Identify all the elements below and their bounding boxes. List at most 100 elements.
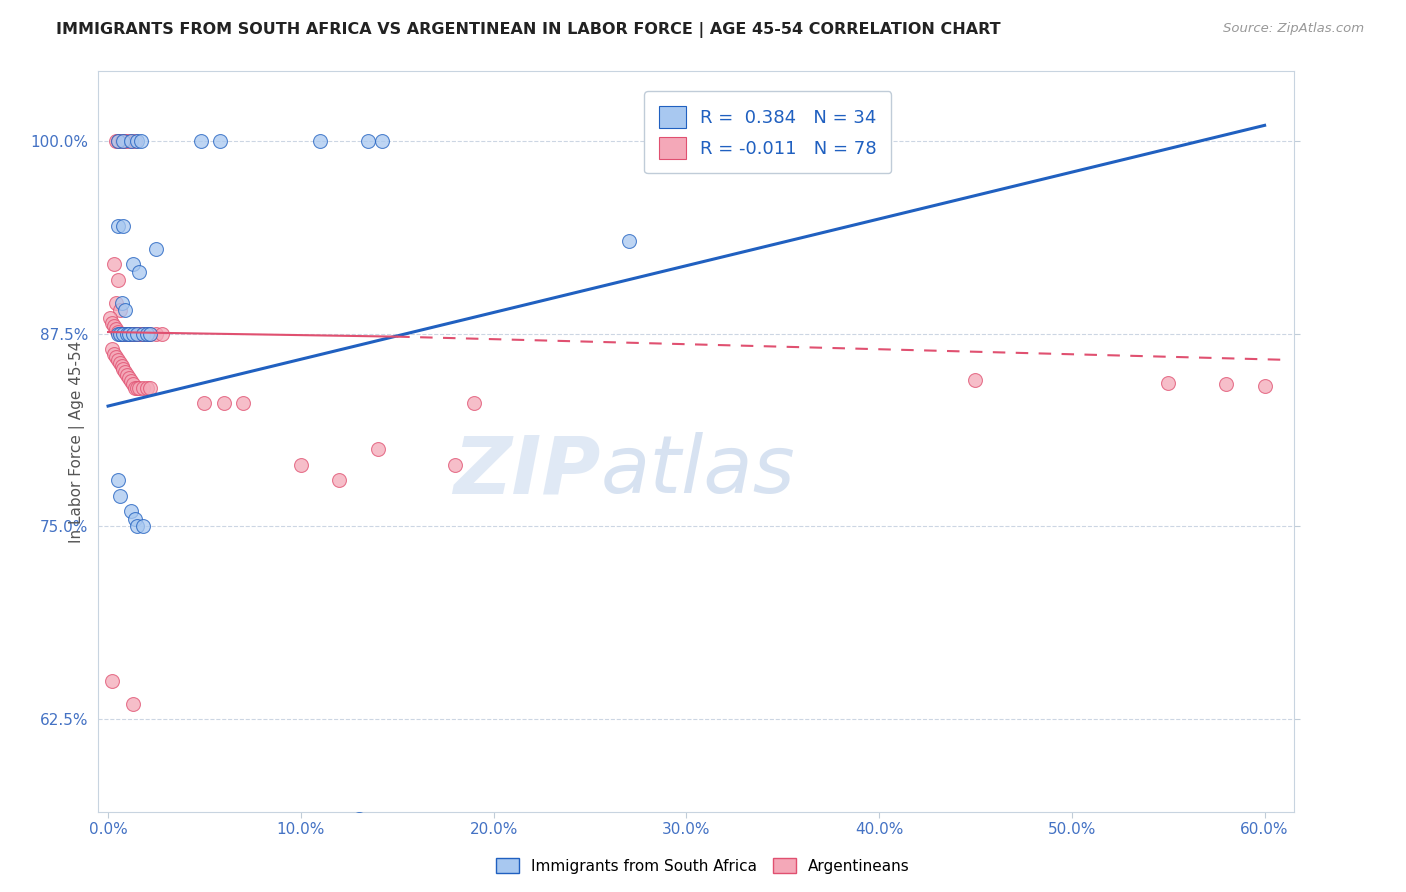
Point [132, 519, 155, 533]
Point [108, 356, 131, 370]
Text: IMMIGRANTS FROM SOUTH AFRICA VS ARGENTINEAN IN LABOR FORCE | AGE 45-54 CORRELATI: IMMIGRANTS FROM SOUTH AFRICA VS ARGENTIN… [56, 22, 1001, 38]
Point [118, 371, 141, 385]
Point [107, 219, 129, 233]
Point [120, 134, 142, 148]
Point [309, 134, 332, 148]
Point [1157, 376, 1180, 390]
Point [107, 134, 129, 148]
Point [357, 134, 380, 148]
Point [108, 326, 131, 341]
Point [120, 504, 142, 518]
Point [104, 322, 127, 336]
Point [122, 377, 145, 392]
Point [98, 311, 121, 326]
Point [328, 473, 350, 487]
Point [124, 380, 146, 394]
Point [125, 519, 148, 533]
Point [104, 350, 127, 364]
Point [112, 134, 135, 148]
Point [139, 326, 162, 341]
Point [107, 326, 129, 341]
Point [1253, 379, 1275, 393]
Text: ZIP: ZIP [453, 432, 600, 510]
Point [110, 295, 132, 310]
Point [117, 326, 139, 341]
Legend: R =  0.384   N = 34, R = -0.011   N = 78: R = 0.384 N = 34, R = -0.011 N = 78 [644, 92, 891, 173]
Point [839, 134, 862, 148]
Point [104, 295, 127, 310]
Point [965, 373, 987, 387]
Point [371, 134, 394, 148]
Point [132, 326, 155, 341]
Point [103, 346, 125, 360]
Point [110, 359, 132, 373]
Point [108, 326, 131, 341]
Point [444, 458, 467, 472]
Point [107, 134, 129, 148]
Point [212, 396, 235, 410]
Point [128, 380, 150, 394]
Point [232, 396, 254, 410]
Point [117, 368, 139, 383]
Point [132, 326, 155, 341]
Point [114, 326, 136, 341]
Point [135, 326, 157, 341]
Point [128, 265, 150, 279]
Point [1215, 377, 1237, 392]
Point [122, 697, 145, 711]
Point [124, 326, 146, 341]
Point [135, 326, 157, 341]
Point [150, 326, 173, 341]
Point [107, 473, 129, 487]
Point [112, 326, 135, 341]
Point [139, 326, 162, 341]
Point [112, 219, 135, 233]
Point [114, 134, 136, 148]
Point [193, 396, 215, 410]
Point [463, 396, 485, 410]
Point [112, 326, 135, 341]
Point [114, 365, 136, 379]
Point [125, 380, 148, 394]
Point [103, 257, 125, 271]
Point [110, 326, 132, 341]
Point [101, 316, 124, 330]
Point [135, 380, 157, 394]
Point [122, 326, 145, 341]
Point [290, 458, 312, 472]
Point [120, 375, 142, 389]
Point [107, 352, 129, 367]
Point [107, 272, 129, 286]
Point [347, 813, 370, 827]
Point [101, 342, 124, 356]
Point [125, 326, 148, 341]
Point [108, 303, 131, 318]
Point [129, 134, 152, 148]
Point [125, 134, 148, 148]
Point [120, 134, 142, 148]
Point [125, 326, 148, 341]
Point [145, 326, 167, 341]
Point [107, 325, 129, 339]
Point [120, 326, 142, 341]
Point [118, 326, 141, 341]
Point [112, 362, 135, 376]
Point [367, 442, 389, 457]
Point [118, 326, 141, 341]
Point [101, 673, 124, 688]
Text: Source: ZipAtlas.com: Source: ZipAtlas.com [1223, 22, 1364, 36]
Point [122, 326, 145, 341]
Point [128, 326, 150, 341]
Point [190, 134, 212, 148]
Text: atlas: atlas [600, 432, 796, 510]
Point [122, 257, 145, 271]
Point [110, 134, 132, 148]
Point [117, 134, 139, 148]
Point [129, 326, 152, 341]
Point [124, 511, 146, 525]
Point [104, 134, 127, 148]
Point [208, 134, 231, 148]
Point [145, 242, 167, 256]
Point [617, 234, 640, 248]
Point [132, 380, 155, 394]
